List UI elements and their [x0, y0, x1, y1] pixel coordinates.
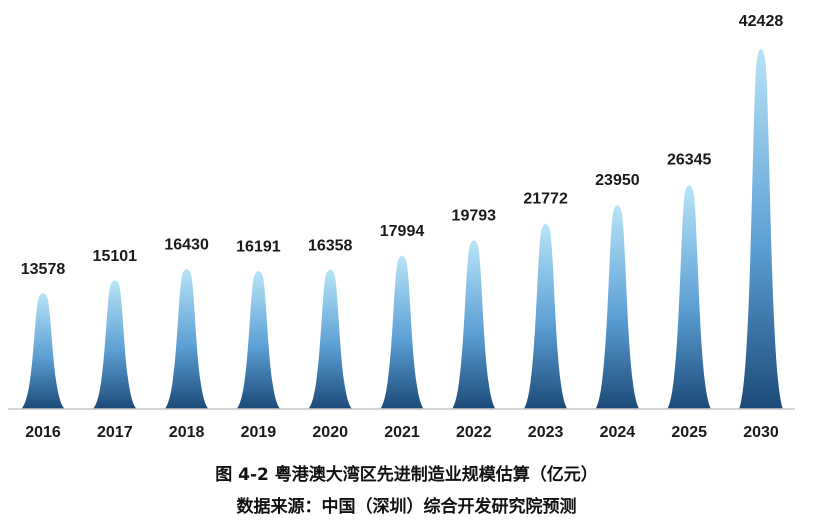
x-tick-2017: 2017 [97, 424, 133, 441]
value-label-2025: 26345 [667, 151, 712, 168]
value-label-2017: 15101 [93, 248, 138, 265]
value-label-2030: 42428 [739, 13, 784, 30]
value-label-2019: 16191 [236, 239, 281, 256]
x-tick-labels-group: 2016 2017 2018 2019 2020 2021 2022 2023 2024 2025… [25, 424, 779, 441]
x-tick-2020: 2020 [312, 424, 348, 441]
x-tick-2023: 2023 [528, 424, 564, 441]
bar-2030 [739, 48, 783, 409]
chart-source: 数据来源：中国（深圳）综合开发研究院预测 [236, 497, 577, 517]
x-tick-2025: 2025 [671, 424, 707, 441]
x-tick-2030: 2030 [743, 424, 779, 441]
bar-2019 [236, 271, 281, 409]
x-tick-2019: 2019 [241, 424, 277, 441]
value-label-2022: 19793 [452, 208, 497, 225]
bar-2020 [308, 269, 353, 409]
chart-title: 图 4-2 粤港澳大湾区先进制造业规模估算（亿元） [215, 465, 598, 485]
bar-2018 [164, 269, 209, 409]
bar-2024 [595, 205, 640, 409]
value-label-2024: 23950 [595, 172, 640, 189]
x-tick-2021: 2021 [384, 424, 420, 441]
value-label-2023: 21772 [523, 191, 568, 208]
bar-2017 [92, 280, 137, 409]
x-tick-2018: 2018 [169, 424, 205, 441]
value-label-2021: 17994 [380, 223, 425, 240]
value-label-2020: 16358 [308, 237, 353, 254]
bar-2022 [451, 240, 496, 409]
chart-area: 13578 15101 16430 16191 16358 17994 19793 21772… [8, 13, 795, 441]
bar-2025 [667, 185, 712, 409]
value-labels-group: 13578 15101 16430 16191 16358 17994 19793 21772… [21, 13, 784, 278]
x-tick-2024: 2024 [600, 424, 636, 441]
x-tick-2016: 2016 [25, 424, 61, 441]
bar-2023 [523, 223, 568, 409]
x-tick-2022: 2022 [456, 424, 492, 441]
value-label-2016: 13578 [21, 261, 66, 278]
bars-group [21, 48, 783, 409]
bar-2016 [21, 293, 65, 409]
bar-2021 [380, 255, 424, 409]
value-label-2018: 16430 [164, 237, 209, 254]
